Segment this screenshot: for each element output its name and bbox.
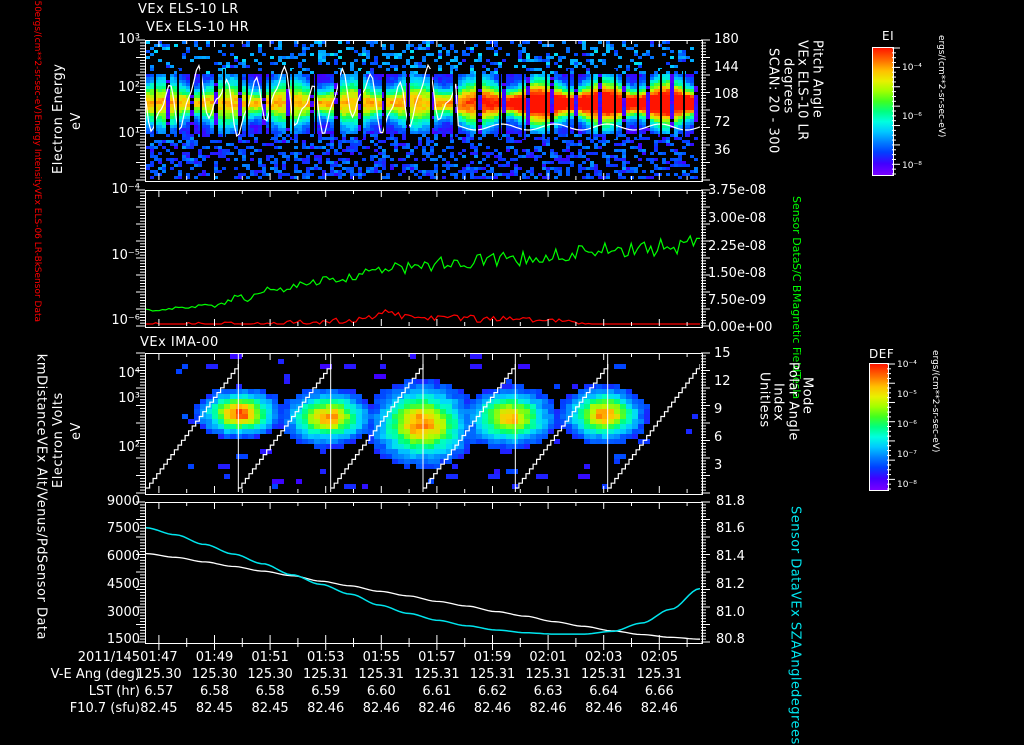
panel2-ytick-right-1: 3.00e-08 <box>708 211 767 226</box>
p2rightlab-line-1: S/C B <box>790 263 803 293</box>
footer-row-label-f107: F10.7 (sfu) <box>69 701 140 716</box>
panel1-ytick-right-3: 72 <box>714 115 731 130</box>
colorbar-el-ticks <box>892 47 900 175</box>
p2rightlab-line-0: Sensor Data <box>790 196 803 264</box>
colorbar-def-ticks <box>887 363 895 490</box>
panel2-ytick-1: 10⁻⁵ <box>111 248 140 263</box>
panel2-ytick-right-5: 0.00e+00 <box>708 320 773 335</box>
panel1-ytick-right-1: 144 <box>714 60 739 75</box>
panel4-ytick-3: 4500 <box>106 577 140 592</box>
panel1-right-label-pitch-angle: Pitch Angle <box>809 40 825 119</box>
panel4-ytick-1: 7500 <box>106 521 140 536</box>
panel3-right-label-polar-angle: Polar Angle <box>785 362 801 441</box>
panel-ion-energy-spectrogram[interactable] <box>145 353 703 495</box>
footer-row-label-ve-ang: V-E Ang (deg) <box>50 667 140 682</box>
axis-ticks-overlay <box>136 39 710 650</box>
panel1-right-label-sensor: VEx ELS-10 LR <box>794 40 810 141</box>
panel2-ytick-0: 10⁻⁴ <box>111 182 140 197</box>
panel4-ytick-0: 9000 <box>106 494 140 509</box>
panel2-ytick-right-3: 1.50e-08 <box>708 266 767 281</box>
colorbar-def-units: ergs/(cm**2-sr-sec-eV) <box>930 350 940 453</box>
panel4-ytick-4: 3000 <box>106 605 140 620</box>
spectrogram-image-panel1 <box>146 41 700 179</box>
colorbar-def-tick-3: 10⁻⁷ <box>897 450 917 460</box>
footer-row-label-lst: LST (hr) <box>88 684 140 699</box>
panel1-ytick-right-0: 180 <box>714 32 739 47</box>
panel3-ytick-right-0: 15 <box>714 346 731 361</box>
panel3-ytick-right-3: 6 <box>714 430 723 445</box>
panel4-ytick-right-5: 80.8 <box>716 632 745 647</box>
colorbar-def <box>869 363 889 491</box>
panel1-ytick-0: 10³ <box>118 32 140 47</box>
colorbar-el <box>872 47 894 176</box>
colorbar-def-tick-4: 10⁻⁸ <box>897 480 917 490</box>
p2rightlab-line-2: Magnetic Field <box>790 292 803 373</box>
panel1-title-lr: VEx ELS-10 LR <box>138 2 239 17</box>
colorbar-def-tick-1: 10⁻⁵ <box>897 390 917 400</box>
panel3-ytick-right-4: 3 <box>714 458 723 473</box>
colorbar-el-tick-0: 10⁻⁴ <box>902 63 922 73</box>
panel4-ytick-right-1: 81.6 <box>716 521 745 536</box>
p4rightlab-line-1: VEx SZA <box>787 591 803 650</box>
panel3-title: VEx IMA-00 <box>140 335 219 350</box>
colorbar-el-title: EI <box>882 29 895 43</box>
colorbar-def-title: DEF <box>869 347 895 361</box>
panel1-ytick-1: 10² <box>118 80 140 95</box>
panel3-ytick-right-2: 9 <box>714 402 723 417</box>
panel3-right-label-unitless: Unitless <box>756 372 772 428</box>
panel1-ytick-right-2: 108 <box>714 87 739 102</box>
plot-canvas: VEx ELS-10 LR VEx ELS-10 HR VEx IMA-00 1… <box>32 0 946 745</box>
panel3-ytick-right-1: 12 <box>714 374 731 389</box>
panel4-ytick-2: 6000 <box>106 549 140 564</box>
panel1-right-label-scan: SCAN: 20 - 300 <box>765 48 781 154</box>
p4rightlab-line-0: Sensor Data <box>787 506 803 592</box>
panel3-ytick-2: 10² <box>118 440 140 455</box>
colorbar-def-tick-0: 10⁻⁴ <box>897 360 917 370</box>
panel2-right-label-magnetic-field: Sensor Data S/C B Magnetic Field Tesla <box>790 196 803 399</box>
panel-altitude-sza[interactable] <box>145 502 703 644</box>
panel1-ytick-right-4: 36 <box>714 143 731 158</box>
spectrogram-image-panel3 <box>146 354 700 492</box>
colorbar-el-tick-2: 10⁻⁸ <box>902 161 922 171</box>
panel3-right-label-index: Index <box>770 383 786 422</box>
panel-electron-energy-spectrogram[interactable] <box>145 40 703 182</box>
p4rightlab-line-2: Angle <box>787 649 803 690</box>
footer-row-label-date: 2011/145 <box>77 650 140 665</box>
panel3-ytick-0: 10⁴ <box>118 366 140 381</box>
panel1-ytick-2: 10¹ <box>118 126 140 141</box>
panel2-ytick-right-4: 7.50e-09 <box>708 293 767 308</box>
panel4-ytick-right-0: 81.8 <box>716 494 745 509</box>
panel4-ytick-right-2: 81.4 <box>716 549 745 564</box>
panel2-ytick-right-0: 3.75e-08 <box>708 183 767 198</box>
line-plot-panel4 <box>146 503 700 641</box>
colorbar-def-tick-2: 10⁻⁶ <box>897 420 917 430</box>
panel-energy-intensity-bfield[interactable] <box>145 190 703 328</box>
colorbar-el-tick-1: 10⁻⁶ <box>902 112 922 122</box>
panel3-right-label-mode: Mode <box>799 377 815 415</box>
panel4-ytick-right-3: 81.2 <box>716 577 745 592</box>
panel3-ytick-1: 10³ <box>118 391 140 406</box>
panel2-ytick-2: 10⁻⁶ <box>111 313 140 328</box>
panel4-ytick-5: 1500 <box>106 632 140 647</box>
panel2-ytick-right-2: 2.25e-08 <box>708 239 767 254</box>
p2rightlab-line-3: Tesla <box>790 372 803 400</box>
panel1-right-label-degrees: degrees <box>780 58 796 114</box>
panel1-title-hr: VEx ELS-10 HR <box>146 20 250 35</box>
line-plot-panel2 <box>146 191 700 325</box>
colorbar-el-units: ergs/(cm**2-sr-sec-eV) <box>936 35 946 138</box>
panel4-ytick-right-4: 81.0 <box>716 605 745 620</box>
